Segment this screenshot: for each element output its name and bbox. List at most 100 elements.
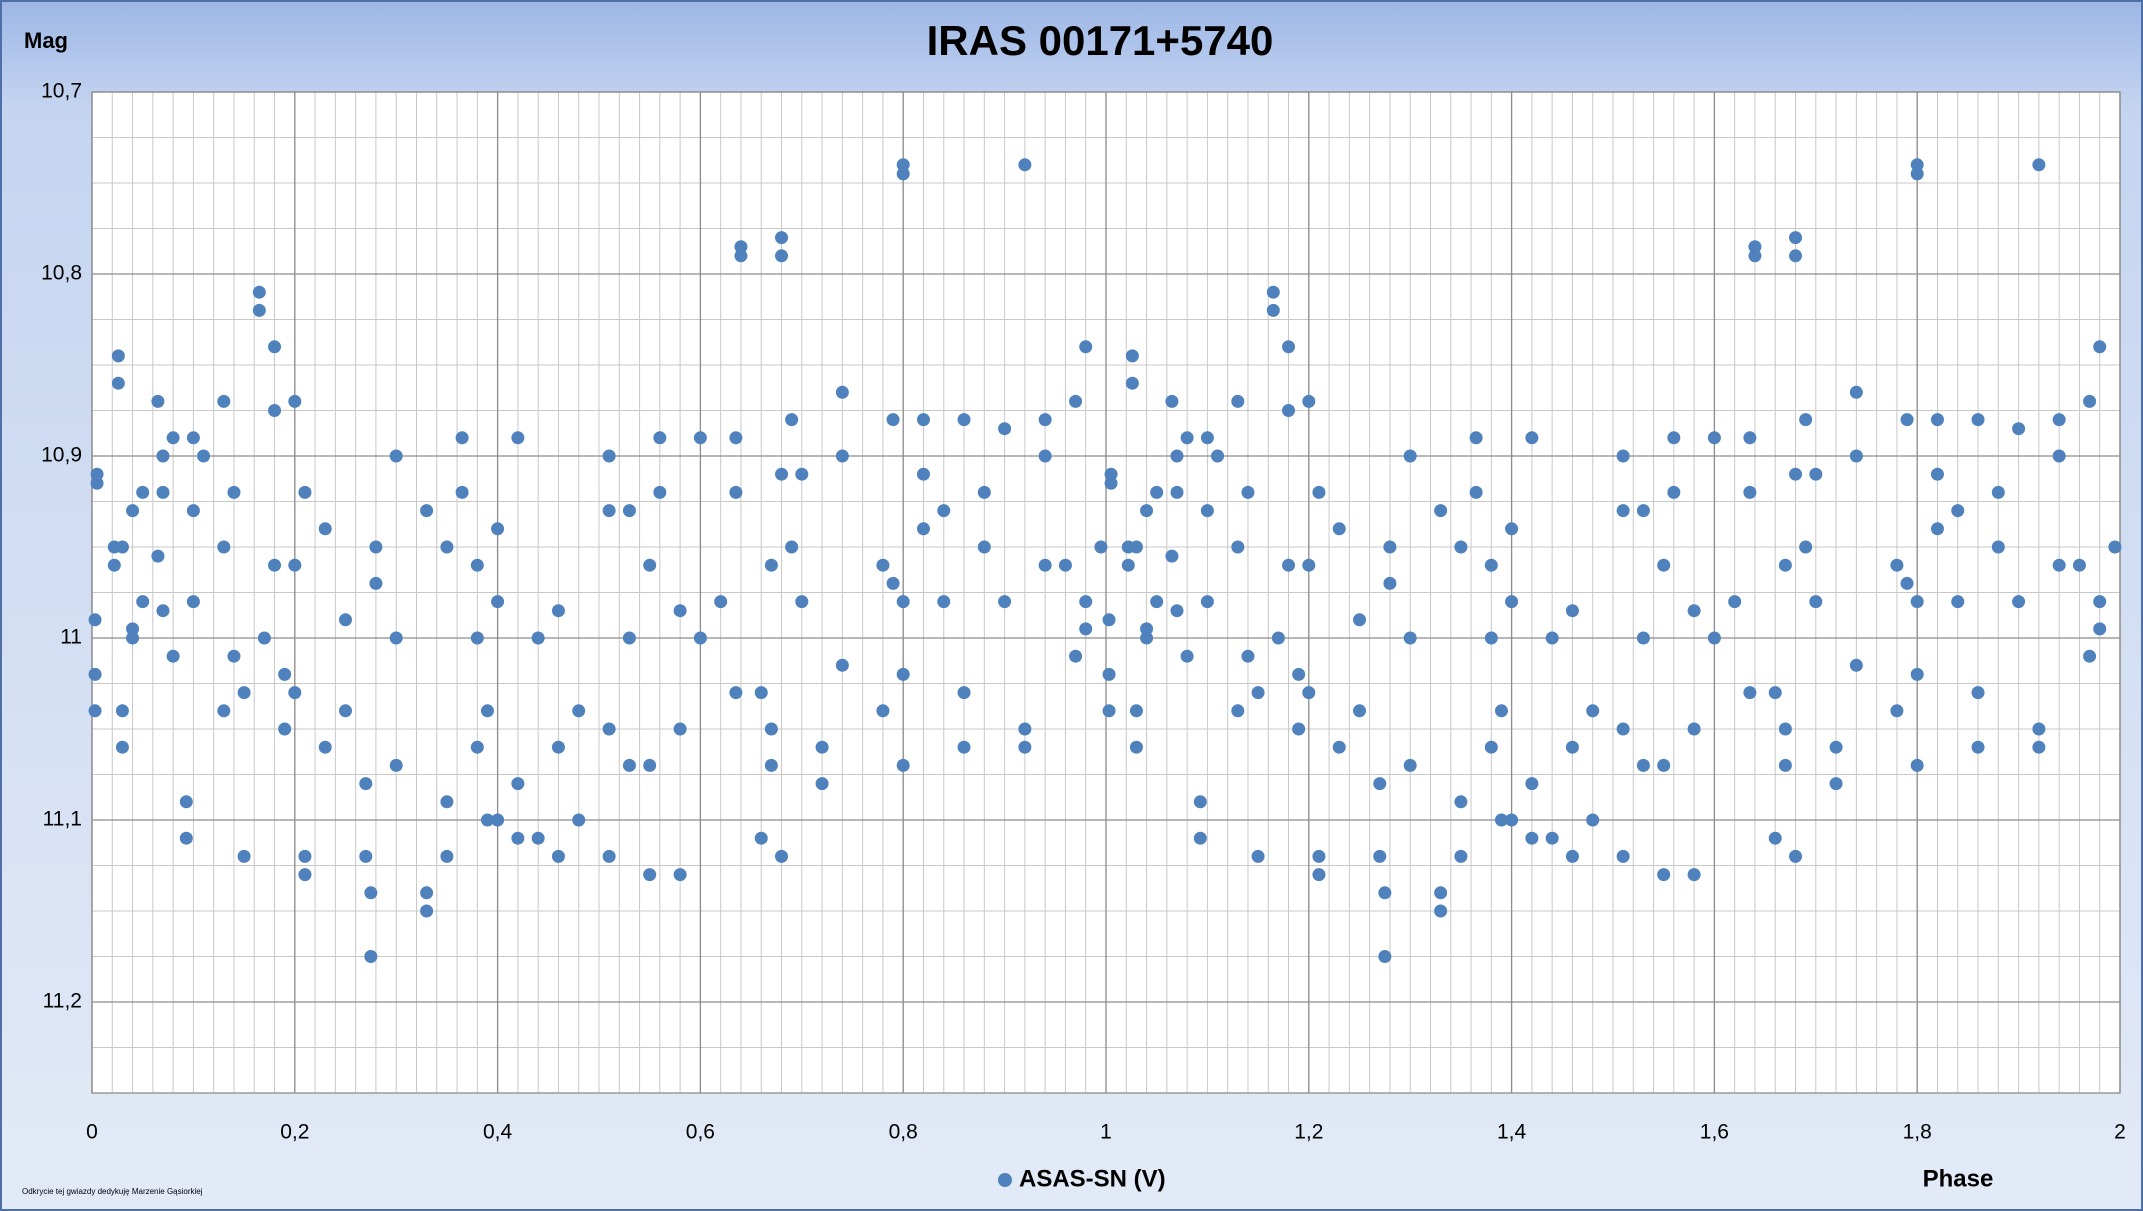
data-point	[1616, 722, 1630, 736]
data-point	[217, 394, 231, 408]
data-point	[359, 777, 373, 791]
data-point	[1586, 813, 1600, 827]
data-point	[278, 667, 292, 681]
x-tick-label: 0	[86, 1121, 98, 1144]
data-point	[1403, 449, 1417, 463]
data-point	[440, 795, 454, 809]
data-point	[1890, 558, 1904, 572]
data-point	[643, 758, 657, 772]
data-point	[2032, 722, 2046, 736]
data-point	[1525, 431, 1539, 445]
data-point	[1789, 249, 1803, 263]
data-point	[896, 158, 910, 172]
data-point	[531, 831, 545, 845]
data-point	[622, 631, 636, 645]
data-point	[440, 849, 454, 863]
data-point	[1312, 849, 1326, 863]
data-point	[1657, 868, 1671, 882]
data-point	[1069, 394, 1083, 408]
data-point	[1094, 540, 1108, 554]
data-point	[622, 758, 636, 772]
data-point	[714, 595, 728, 609]
data-point	[835, 385, 849, 399]
data-point	[1900, 576, 1914, 590]
data-point	[886, 413, 900, 427]
data-point	[1383, 576, 1397, 590]
grid	[91, 91, 2121, 1094]
x-tick-label: 1,4	[1497, 1121, 1527, 1144]
data-point	[785, 413, 799, 427]
data-point	[1140, 631, 1154, 645]
x-tick-label: 1,6	[1700, 1121, 1729, 1144]
data-point	[1849, 658, 1863, 672]
data-point	[1200, 431, 1214, 445]
data-point	[1930, 467, 1944, 481]
data-point	[937, 504, 951, 518]
data-point	[1140, 504, 1154, 518]
data-point	[1373, 849, 1387, 863]
data-point	[1038, 413, 1052, 427]
data-point	[1251, 849, 1265, 863]
data-point	[298, 485, 312, 499]
data-point	[420, 886, 434, 900]
data-point	[1657, 758, 1671, 772]
data-point	[1900, 413, 1914, 427]
data-point	[186, 431, 200, 445]
data-point	[1799, 413, 1813, 427]
marks	[88, 158, 2122, 963]
data-point	[90, 467, 104, 481]
data-point	[470, 558, 484, 572]
data-point	[1768, 686, 1782, 700]
data-point	[389, 449, 403, 463]
y-tick-label: 10,7	[41, 80, 82, 103]
data-point	[551, 849, 565, 863]
data-point	[364, 950, 378, 963]
data-point	[775, 849, 789, 863]
data-point	[2083, 649, 2097, 663]
data-point	[1180, 649, 1194, 663]
data-point	[643, 558, 657, 572]
data-point	[1586, 704, 1600, 718]
data-point	[491, 813, 505, 827]
data-point	[551, 604, 565, 618]
data-point	[693, 631, 707, 645]
data-point	[1211, 449, 1225, 463]
data-point	[643, 868, 657, 882]
data-point	[156, 449, 170, 463]
data-point	[136, 485, 150, 499]
data-point	[156, 604, 170, 618]
data-point	[1434, 886, 1448, 900]
data-point	[2093, 622, 2107, 636]
data-point	[1193, 795, 1207, 809]
y-tick-label: 10,9	[41, 444, 82, 467]
data-point	[1200, 504, 1214, 518]
data-point	[729, 485, 743, 499]
data-point	[470, 740, 484, 754]
data-point	[2012, 422, 2026, 436]
data-point	[1403, 631, 1417, 645]
data-point	[288, 558, 302, 572]
data-point	[1525, 831, 1539, 845]
data-point	[1743, 686, 1757, 700]
data-point	[1469, 485, 1483, 499]
data-point	[2032, 740, 2046, 754]
data-point	[1910, 158, 1924, 172]
y-tick-label: 11,2	[43, 990, 82, 1013]
data-point	[1241, 485, 1255, 499]
data-point	[795, 595, 809, 609]
chart-title: IRAS 00171+5740	[927, 17, 1274, 64]
data-point	[1910, 167, 1924, 181]
data-point	[2052, 413, 2066, 427]
data-point	[754, 831, 768, 845]
data-point	[1266, 285, 1280, 299]
data-point	[1125, 349, 1139, 363]
data-point	[1829, 777, 1843, 791]
x-tick-label: 1	[1100, 1121, 1112, 1144]
data-point	[653, 431, 667, 445]
data-point	[298, 849, 312, 863]
data-point	[693, 431, 707, 445]
data-point	[572, 813, 586, 827]
data-point	[1165, 394, 1179, 408]
data-point	[278, 722, 292, 736]
